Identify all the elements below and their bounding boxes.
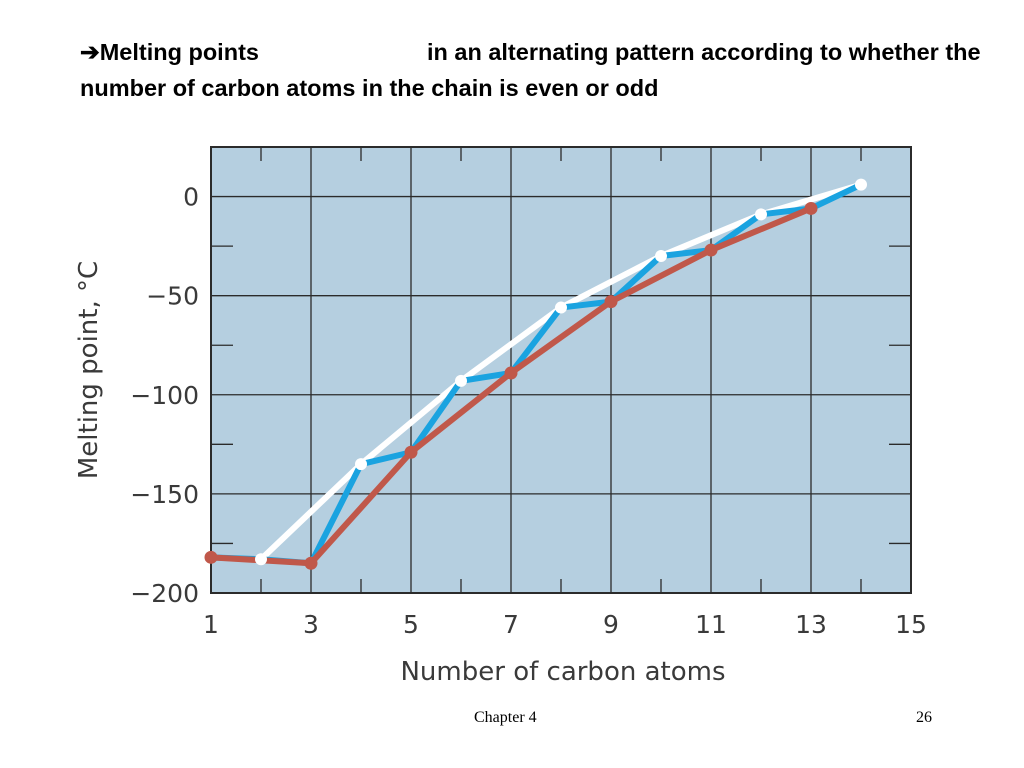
odd-point xyxy=(804,201,818,215)
y-axis-title: Melting point, °C xyxy=(74,261,104,479)
y-tick-label: 0 xyxy=(183,183,199,212)
x-tick-label: 7 xyxy=(503,610,519,639)
odd-point xyxy=(304,556,318,570)
odd-point xyxy=(204,550,218,564)
even-point xyxy=(355,458,367,471)
heading-part-1: Melting points xyxy=(99,39,259,65)
x-tick-label: 1 xyxy=(203,610,219,639)
x-tick-label: 3 xyxy=(303,610,319,639)
all-alkanes-line xyxy=(208,181,864,567)
odd-point xyxy=(704,243,718,257)
x-tick-label: 9 xyxy=(603,610,619,639)
footer-page-number: 26 xyxy=(916,709,932,726)
footer-chapter: Chapter 4 xyxy=(474,709,537,726)
even-point xyxy=(455,374,467,387)
even-point xyxy=(255,553,267,566)
even-point xyxy=(855,178,867,191)
tick-labels: 1 3 5 7 9 11 13 150−50−100−150−200 xyxy=(130,183,927,639)
y-tick-label: −150 xyxy=(130,480,199,509)
arrow-icon: ➔ xyxy=(80,39,100,65)
slide-heading: ➔Melting points in an alternating pattern… xyxy=(80,34,1010,106)
x-tick-label: 13 xyxy=(795,610,827,639)
heading-part-2: in an alternating pattern according to w… xyxy=(80,39,981,101)
x-tick-label: 5 xyxy=(403,610,419,639)
odd-point xyxy=(504,366,518,380)
data-markers xyxy=(204,178,867,570)
plot-area xyxy=(211,147,911,593)
even-point xyxy=(755,208,767,221)
even-point xyxy=(655,250,667,263)
even-point xyxy=(555,301,567,314)
plot-frame xyxy=(210,146,912,594)
x-tick-label: 11 xyxy=(695,610,727,639)
x-tick-label: 15 xyxy=(895,610,927,639)
odd-point xyxy=(604,295,618,309)
grid-lines xyxy=(210,146,912,594)
y-tick-label: −200 xyxy=(130,579,199,608)
y-tick-label: −50 xyxy=(146,282,199,311)
x-axis-title: Number of carbon atoms xyxy=(400,657,725,687)
odd-point xyxy=(404,445,418,459)
y-tick-label: −100 xyxy=(130,381,199,410)
